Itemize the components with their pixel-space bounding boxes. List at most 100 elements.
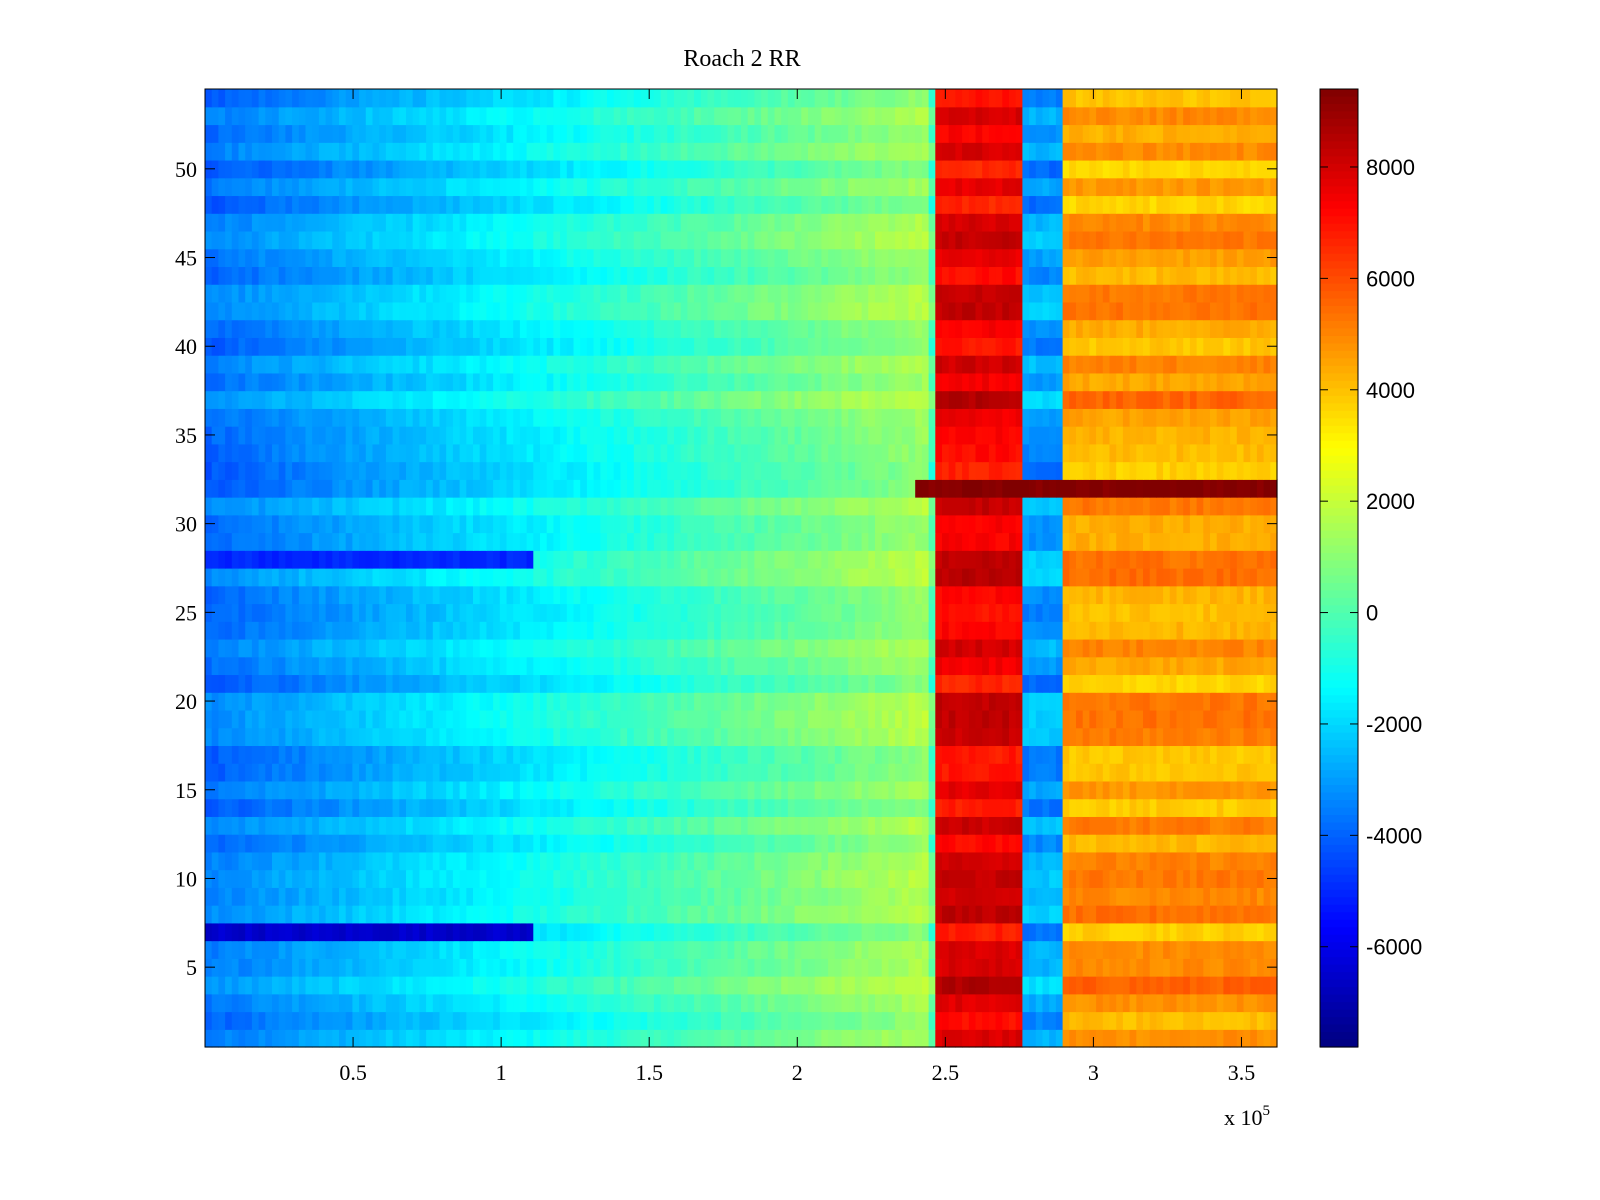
heatmap-cell: [787, 532, 796, 551]
heatmap-cell: [432, 922, 441, 942]
heatmap-cell: [1035, 922, 1044, 942]
heatmap-cell: [580, 709, 588, 729]
heatmap-cell: [365, 780, 374, 800]
heatmap-cell: [741, 905, 749, 924]
heatmap-cell: [1122, 674, 1131, 693]
heatmap-cell: [1163, 993, 1171, 1013]
heatmap-cell: [439, 656, 447, 676]
heatmap-cell: [1230, 621, 1238, 640]
heatmap-cell: [1129, 621, 1137, 640]
heatmap-cell: [714, 1029, 722, 1048]
heatmap-cell: [754, 621, 762, 640]
heatmap-cell: [680, 709, 688, 729]
heatmap-cell: [265, 621, 273, 640]
heatmap-cell: [359, 692, 367, 711]
heatmap-cell: [1029, 763, 1037, 782]
heatmap-cell: [928, 603, 936, 622]
heatmap-cell: [486, 780, 494, 800]
heatmap-cell: [888, 745, 896, 764]
heatmap-cell: [205, 479, 213, 498]
heatmap-cell: [399, 851, 407, 871]
heatmap-cell: [499, 709, 508, 729]
heatmap-cell: [962, 621, 970, 640]
heatmap-cell: [573, 976, 581, 995]
heatmap-cell: [1109, 816, 1117, 835]
heatmap-cell: [935, 603, 943, 622]
heatmap-cell: [600, 727, 608, 747]
heatmap-cell: [988, 550, 997, 569]
heatmap-cell: [486, 869, 494, 888]
heatmap-cell: [238, 976, 246, 995]
heatmap-cell: [446, 869, 454, 888]
heatmap-cell: [546, 497, 554, 516]
heatmap-cell: [1102, 585, 1111, 605]
heatmap-cell: [560, 745, 568, 764]
heatmap-cell: [808, 905, 816, 924]
heatmap-cell: [1236, 674, 1245, 693]
heatmap-cell: [774, 780, 782, 800]
heatmap-cell: [1149, 727, 1157, 747]
heatmap-cell: [674, 1011, 682, 1030]
heatmap-cell: [787, 621, 796, 640]
heatmap-cell: [1136, 887, 1144, 906]
heatmap-cell: [1102, 1029, 1111, 1048]
heatmap-cell: [814, 798, 822, 817]
heatmap-cell: [868, 798, 876, 817]
heatmap-cell: [1216, 514, 1224, 534]
heatmap-cell: [452, 763, 461, 782]
heatmap-cell: [251, 1011, 260, 1030]
heatmap-cell: [325, 709, 333, 729]
heatmap-cell: [1009, 709, 1017, 729]
heatmap-cell: [1096, 834, 1104, 853]
heatmap-cell: [607, 692, 615, 711]
heatmap-cell: [647, 514, 655, 534]
heatmap-cell: [265, 940, 273, 959]
heatmap-cell: [700, 763, 709, 782]
heatmap-cell: [687, 1029, 695, 1048]
heatmap-cell: [1062, 887, 1070, 906]
heatmap-cell: [258, 479, 266, 498]
heatmap-cell: [1169, 834, 1178, 853]
heatmap-cell: [814, 993, 822, 1013]
heatmap-cell: [325, 479, 333, 498]
heatmap-cell: [546, 922, 554, 942]
heatmap-cell: [205, 816, 213, 835]
heatmap-cell: [787, 780, 796, 800]
heatmap-cell: [566, 603, 575, 622]
heatmap-cell: [694, 532, 702, 551]
heatmap-cell: [1256, 585, 1265, 605]
heatmap-cell: [814, 834, 822, 853]
heatmap-cell: [586, 568, 595, 587]
heatmap-cell: [1250, 869, 1258, 888]
heatmap-cell: [540, 692, 548, 711]
heatmap-cell: [586, 603, 595, 622]
heatmap-cell: [1029, 709, 1037, 729]
heatmap-cell: [968, 993, 977, 1013]
heatmap-cell: [1223, 585, 1231, 605]
heatmap-cell: [607, 497, 615, 516]
heatmap-cell: [995, 993, 1003, 1013]
heatmap-cell: [499, 1029, 508, 1048]
heatmap-cell: [828, 674, 836, 693]
heatmap-cell: [1210, 816, 1218, 835]
heatmap-cell: [1143, 709, 1151, 729]
heatmap-cell: [231, 887, 240, 906]
heatmap-cell: [1163, 1029, 1171, 1048]
heatmap-cell: [700, 869, 709, 888]
heatmap-cell: [640, 940, 648, 959]
heatmap-cell: [339, 585, 347, 605]
heatmap-cell: [955, 656, 963, 676]
heatmap-cell: [620, 585, 628, 605]
heatmap-cell: [875, 638, 883, 658]
heatmap-cell: [312, 887, 320, 906]
heatmap-cell: [1216, 497, 1224, 516]
heatmap-cell: [419, 585, 427, 605]
heatmap-cell: [1069, 763, 1077, 782]
heatmap-cell: [339, 780, 347, 800]
heatmap-cell: [774, 674, 782, 693]
heatmap-cell: [506, 532, 514, 551]
heatmap-cell: [921, 958, 930, 977]
heatmap-cell: [975, 1029, 983, 1048]
heatmap-cell: [620, 851, 628, 871]
heatmap-cell: [687, 497, 695, 516]
